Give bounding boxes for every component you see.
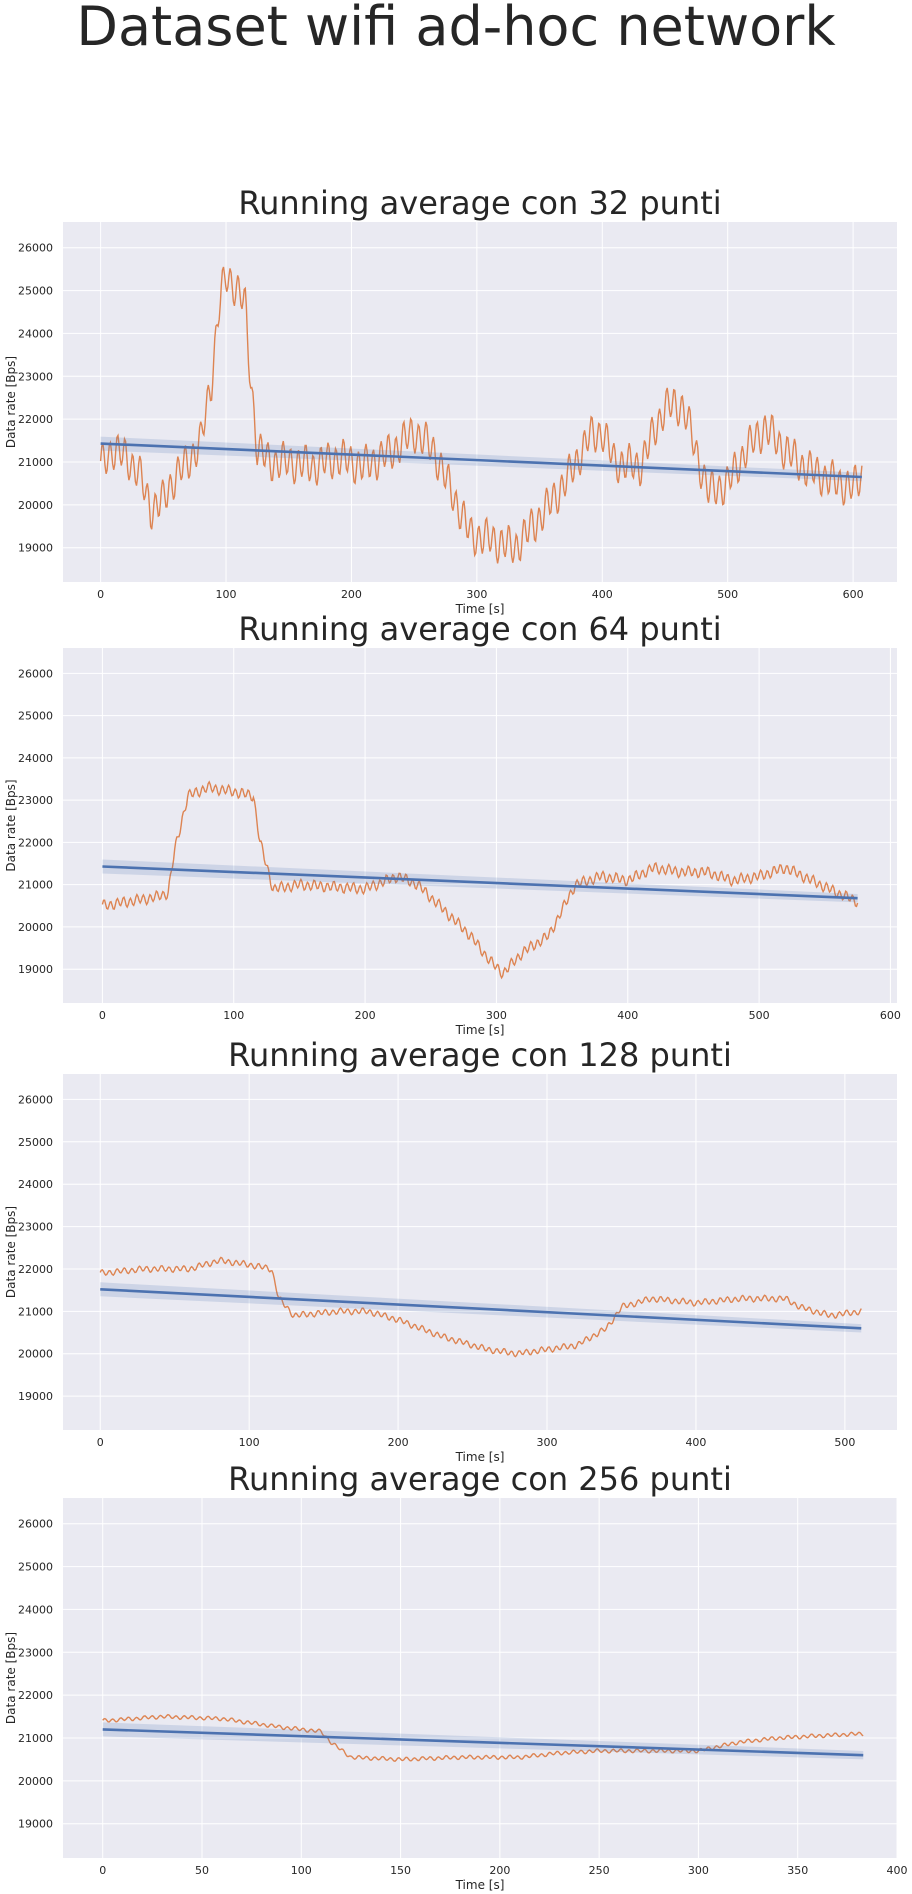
y-tick-label: 21000 [18, 1732, 53, 1745]
y-tick-label: 24000 [18, 752, 53, 765]
y-tick-label: 21000 [18, 879, 53, 892]
y-tick-label: 23000 [18, 1221, 53, 1234]
y-tick-label: 25000 [18, 285, 53, 298]
y-tick-label: 22000 [18, 836, 53, 849]
chart-title: Running average con 32 punti [238, 184, 721, 222]
y-axis-label: Data rate [Bps] [4, 1206, 18, 1298]
plot-background [63, 1498, 897, 1858]
trend-line [100, 1287, 862, 1330]
x-axis-label: Time [s] [455, 602, 505, 616]
x-tick-label: 200 [355, 1009, 376, 1022]
y-tick-label: 20000 [18, 1348, 53, 1361]
x-tick-label: 400 [887, 1864, 908, 1877]
y-tick-label: 19000 [18, 1818, 53, 1831]
chart-panel-4: 0 50 100 150 200 250 300 350 400 19000 20000 21000 2… [4, 1460, 908, 1892]
x-tick-label: 350 [787, 1864, 808, 1877]
x-tick-label: 200 [388, 1436, 409, 1449]
y-tick-label: 20000 [18, 921, 53, 934]
y-tick-label: 21000 [18, 456, 53, 469]
x-tick-label: 200 [341, 588, 362, 601]
x-tick-label: 50 [195, 1864, 209, 1877]
y-tick-label: 24000 [18, 327, 53, 340]
x-tick-label: 0 [99, 1864, 106, 1877]
y-axis-label: Data rate [Bps] [4, 356, 18, 448]
chart-panel-3: 0 100 200 300 400 500 19000 20000 21000 22000 2300… [4, 1036, 897, 1464]
x-axis-label: Time [s] [455, 1878, 505, 1892]
y-tick-label: 26000 [18, 667, 53, 680]
x-tick-label: 100 [223, 1009, 244, 1022]
x-tick-label: 300 [688, 1864, 709, 1877]
chart-panel-2: 0 100 200 300 400 500 600 19000 20000 21000 22000 2… [4, 610, 901, 1037]
trend-line [102, 865, 858, 900]
y-tick-label: 23000 [18, 370, 53, 383]
x-tick-label: 100 [216, 588, 237, 601]
y-tick-label: 19000 [18, 963, 53, 976]
x-tick-label: 0 [97, 1436, 104, 1449]
signal-line [99, 1256, 862, 1358]
x-tick-label: 250 [589, 1864, 610, 1877]
y-tick-label: 25000 [18, 710, 53, 723]
signal-line [99, 266, 863, 564]
y-tick-label: 24000 [18, 1178, 53, 1191]
y-tick-label: 25000 [18, 1136, 53, 1149]
x-tick-label: 200 [489, 1864, 510, 1877]
x-tick-label: 600 [843, 588, 864, 601]
trend-line [102, 1728, 864, 1757]
x-tick-label: 150 [390, 1864, 411, 1877]
x-axis-label: Time [s] [455, 1450, 505, 1464]
x-tick-label: 0 [97, 588, 104, 601]
x-tick-label: 100 [239, 1436, 260, 1449]
chart-title: Running average con 64 punti [238, 610, 721, 648]
y-axis-label: Data rate [Bps] [4, 1632, 18, 1724]
y-tick-label: 23000 [18, 794, 53, 807]
signal-line [102, 1713, 864, 1762]
plot-background [63, 222, 897, 582]
trend-line [100, 442, 862, 479]
x-tick-label: 300 [486, 1009, 507, 1022]
signal-line [101, 780, 859, 980]
x-tick-label: 400 [685, 1436, 706, 1449]
figure-title: Dataset wifi ad-hoc network [76, 0, 836, 58]
y-tick-label: 22000 [18, 1263, 53, 1276]
y-axis-label: Data rate [Bps] [4, 779, 18, 871]
x-tick-label: 400 [592, 588, 613, 601]
x-tick-label: 300 [537, 1436, 558, 1449]
x-tick-label: 600 [880, 1009, 901, 1022]
plot-background [63, 648, 897, 1003]
trend-confidence-band [100, 1282, 862, 1333]
x-tick-label: 100 [291, 1864, 312, 1877]
trend-confidence-band [102, 1722, 864, 1760]
chart-title: Running average con 128 punti [228, 1036, 732, 1074]
y-tick-label: 25000 [18, 1561, 53, 1574]
y-tick-label: 26000 [18, 1093, 53, 1106]
y-tick-label: 24000 [18, 1603, 53, 1616]
y-tick-label: 22000 [18, 1689, 53, 1702]
chart-title: Running average con 256 punti [228, 1460, 732, 1498]
y-tick-label: 20000 [18, 499, 53, 512]
trend-confidence-band [100, 436, 862, 482]
y-tick-label: 20000 [18, 1775, 53, 1788]
x-tick-label: 500 [717, 588, 738, 601]
y-tick-label: 21000 [18, 1305, 53, 1318]
x-tick-label: 0 [99, 1009, 106, 1022]
y-tick-label: 19000 [18, 542, 53, 555]
x-tick-label: 400 [617, 1009, 638, 1022]
x-tick-label: 500 [834, 1436, 855, 1449]
trend-confidence-band [102, 859, 858, 903]
plot-background [63, 1074, 897, 1430]
y-tick-label: 26000 [18, 242, 53, 255]
x-axis-label: Time [s] [455, 1023, 505, 1037]
y-tick-label: 22000 [18, 413, 53, 426]
chart-panel-1: 0 100 200 300 400 500 600 19000 20000 21000 22000 2… [4, 184, 897, 616]
y-tick-label: 19000 [18, 1390, 53, 1403]
y-tick-label: 26000 [18, 1518, 53, 1531]
x-tick-label: 500 [749, 1009, 770, 1022]
x-tick-label: 300 [466, 588, 487, 601]
y-tick-label: 23000 [18, 1646, 53, 1659]
